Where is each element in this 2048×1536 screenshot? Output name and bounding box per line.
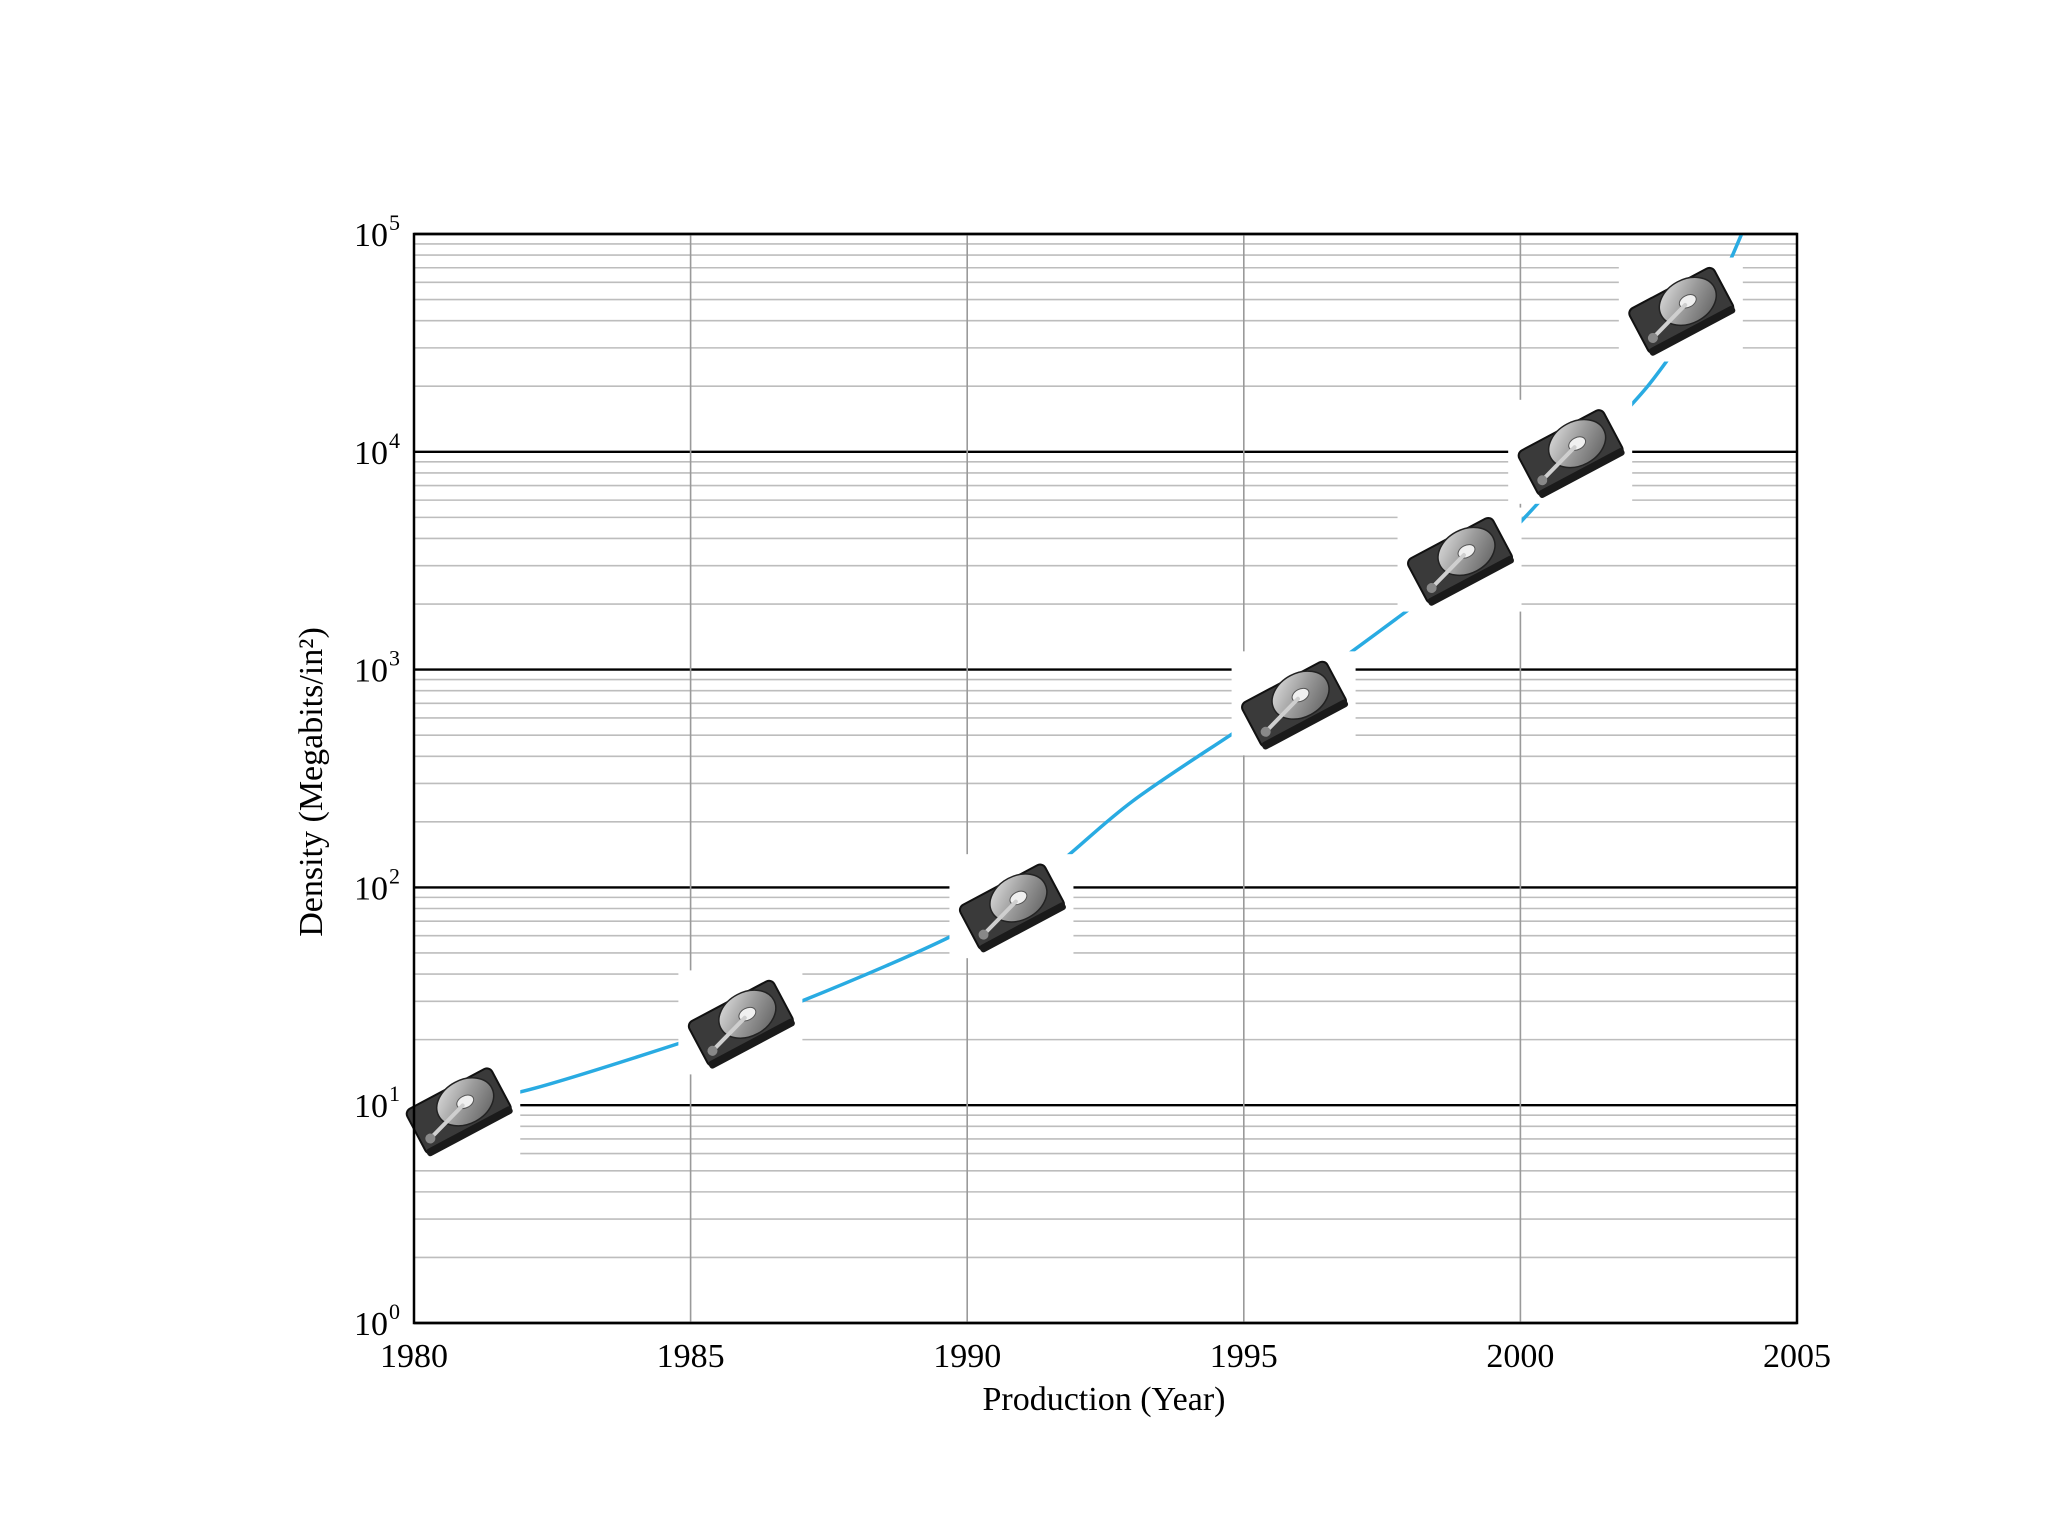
y-tick-label: 10 5 xyxy=(354,210,400,254)
drive-arm xyxy=(1650,302,1688,340)
y-tick-base: 10 xyxy=(354,870,388,907)
y-tick-label: 10 1 xyxy=(354,1081,400,1125)
y-tick-label: 10 3 xyxy=(354,646,400,690)
y-tick-label: 10 2 xyxy=(354,863,400,907)
y-tick-exponent: 4 xyxy=(389,428,400,453)
drive-body xyxy=(1241,660,1349,750)
drive-arm xyxy=(710,1015,747,1053)
y-tick-base: 10 xyxy=(354,1306,388,1343)
drive-body xyxy=(405,1067,513,1157)
drive-body xyxy=(1407,516,1515,606)
hard-drive-icon xyxy=(396,1058,521,1163)
drive-pivot xyxy=(1537,475,1548,486)
y-tick-base: 10 xyxy=(354,435,388,472)
hard-drive-icon xyxy=(949,854,1074,959)
drive-edge xyxy=(1648,305,1736,356)
drive-body xyxy=(1628,266,1736,356)
drive-arm xyxy=(428,1103,465,1141)
drive-arm xyxy=(1429,552,1466,591)
hard-drive-icon xyxy=(1618,257,1743,362)
x-tick-labels: 1980 1985 1990 1995 2000 2005 xyxy=(380,1338,1831,1375)
hard-drive-icon xyxy=(1508,399,1633,504)
drive-edge xyxy=(708,1018,795,1069)
drive-pivot xyxy=(1647,332,1658,343)
y-tick-exponent: 5 xyxy=(389,210,400,235)
hard-drive-icon xyxy=(1397,507,1522,612)
drive-edge xyxy=(1427,555,1515,606)
x-tick-label: 1985 xyxy=(657,1338,725,1375)
drive-arm xyxy=(1540,445,1577,483)
drive-body xyxy=(958,863,1066,953)
y-tick-base: 10 xyxy=(354,1088,388,1125)
y-tick-base: 10 xyxy=(354,217,388,254)
drive-arm xyxy=(1263,696,1300,734)
drive-edge xyxy=(426,1106,513,1157)
plot-frame xyxy=(412,232,1799,1325)
drive-body xyxy=(1517,409,1625,498)
y-axis-label: Density (Megabits/in²) xyxy=(293,627,330,937)
major-gridlines xyxy=(414,232,1797,1325)
hard-drive-icon xyxy=(1231,651,1356,756)
y-tick-label: 10 4 xyxy=(354,428,400,472)
vertical-gridlines xyxy=(413,234,1798,1323)
y-tick-exponent: 0 xyxy=(389,1299,400,1324)
hard-drive-icon xyxy=(678,970,803,1075)
x-tick-label: 1995 xyxy=(1210,1338,1278,1375)
x-tick-label: 2000 xyxy=(1486,1338,1554,1375)
x-tick-label: 2005 xyxy=(1763,1338,1831,1375)
y-tick-base: 10 xyxy=(354,653,388,690)
marker-layer xyxy=(396,257,1743,1163)
y-tick-label: 10 0 xyxy=(354,1299,400,1343)
drive-edge xyxy=(1538,447,1625,498)
drive-pivot xyxy=(707,1045,718,1056)
drive-arm xyxy=(981,899,1018,937)
y-tick-exponent: 1 xyxy=(389,1081,400,1106)
drive-edge xyxy=(1261,699,1349,750)
x-axis-label: Production (Year) xyxy=(982,1381,1225,1418)
drive-pivot xyxy=(978,929,989,940)
x-tick-label: 1990 xyxy=(933,1338,1001,1375)
minor-gridlines xyxy=(414,243,1797,1259)
drive-pivot xyxy=(425,1133,436,1144)
x-tick-label: 1980 xyxy=(380,1338,448,1375)
drive-edge xyxy=(979,902,1066,953)
drive-pivot xyxy=(1426,583,1437,594)
y-tick-exponent: 3 xyxy=(389,646,400,671)
y-tick-exponent: 2 xyxy=(389,863,400,888)
drive-pivot xyxy=(1260,726,1271,737)
drive-body xyxy=(687,979,795,1069)
